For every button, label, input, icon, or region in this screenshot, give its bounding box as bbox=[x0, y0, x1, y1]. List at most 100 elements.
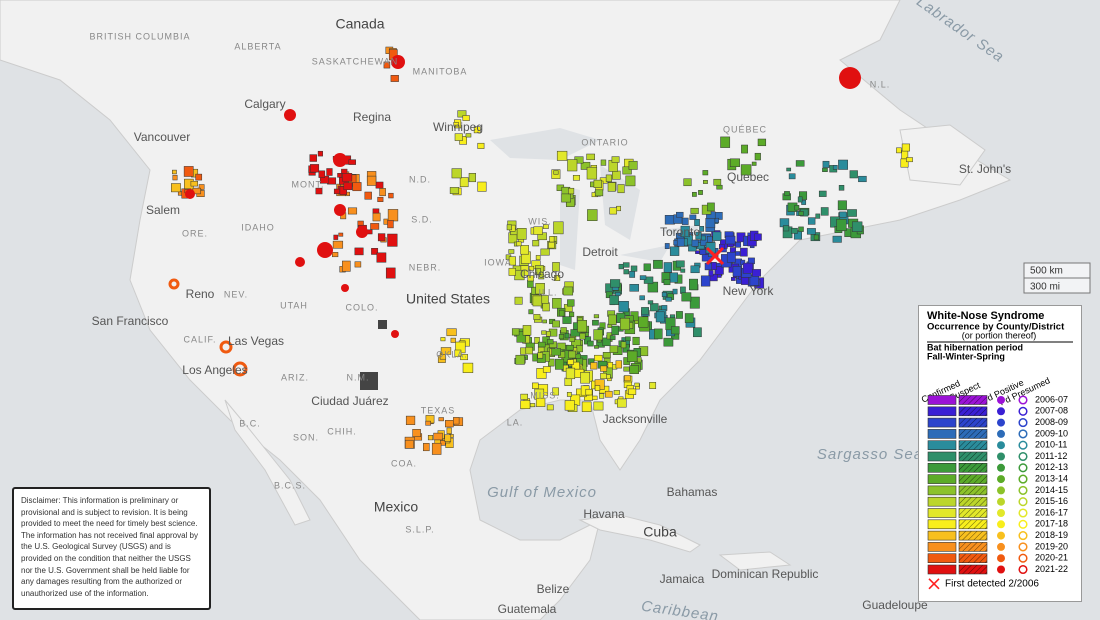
swatch-suspect-hatch bbox=[959, 418, 987, 428]
county-area bbox=[579, 332, 586, 340]
place-label: N.M. bbox=[347, 372, 370, 382]
county-area bbox=[440, 347, 452, 355]
county-area bbox=[527, 275, 534, 282]
county-area bbox=[528, 309, 534, 315]
swatch-pd-presumed bbox=[1018, 429, 1028, 439]
swatch-pd-positive bbox=[997, 441, 1005, 450]
county-area bbox=[586, 166, 598, 180]
county-area bbox=[663, 337, 674, 347]
swatch-pd-presumed bbox=[1018, 553, 1028, 563]
county-area bbox=[689, 296, 700, 309]
county-area bbox=[900, 158, 909, 168]
county-area bbox=[587, 340, 594, 347]
pd-positive bbox=[356, 226, 368, 238]
place-label: ALBERTA bbox=[234, 41, 281, 51]
county-area bbox=[783, 225, 790, 232]
county-area bbox=[683, 178, 692, 187]
county-area bbox=[713, 178, 722, 186]
county-area bbox=[630, 265, 638, 272]
county-area bbox=[849, 170, 858, 179]
county-area bbox=[712, 231, 722, 241]
county-area bbox=[639, 275, 647, 280]
county-area bbox=[732, 266, 742, 277]
county-area bbox=[628, 160, 638, 170]
place-label: Detroit bbox=[582, 245, 618, 259]
county-area bbox=[600, 372, 607, 380]
county-area bbox=[535, 255, 541, 261]
county-area bbox=[680, 225, 690, 238]
county-area bbox=[370, 223, 380, 230]
county-area bbox=[372, 212, 381, 222]
county-area bbox=[453, 122, 459, 127]
place-label: BRITISH COLUMBIA bbox=[89, 31, 190, 41]
county-area bbox=[343, 182, 353, 191]
county-area bbox=[571, 361, 580, 370]
county-area bbox=[675, 311, 683, 319]
pd-positive bbox=[341, 284, 349, 292]
county-area bbox=[653, 259, 663, 269]
legend-row-label: 2010-11 bbox=[1035, 440, 1067, 450]
swatch-suspect-hatch bbox=[959, 519, 987, 529]
swatch-confirmed bbox=[927, 496, 957, 507]
swatch-confirmed bbox=[927, 519, 957, 530]
county-area bbox=[794, 205, 800, 211]
county-area bbox=[906, 157, 913, 163]
map-labels: Canada BRITISH COLUMBIA ALBERTA SASKATCHEWA… bbox=[89, 0, 1011, 620]
county-area bbox=[611, 156, 620, 163]
county-area bbox=[567, 159, 578, 172]
county-area bbox=[425, 420, 431, 426]
pd-positive bbox=[185, 189, 195, 199]
county-area bbox=[379, 188, 386, 197]
county-area bbox=[806, 228, 816, 235]
pd-presumed bbox=[219, 340, 233, 354]
pd-positive bbox=[391, 330, 399, 338]
pd-presumed bbox=[168, 278, 180, 290]
county-area bbox=[576, 345, 583, 353]
county-area bbox=[669, 246, 680, 256]
county-area bbox=[813, 234, 819, 241]
county-area bbox=[457, 110, 467, 118]
county-area bbox=[643, 263, 651, 272]
place-label: ILL. bbox=[538, 287, 557, 297]
swatch-pd-presumed bbox=[1018, 542, 1028, 552]
county-area bbox=[562, 316, 572, 324]
place-label: IDAHO bbox=[241, 222, 275, 232]
swatch-pd-positive bbox=[997, 475, 1005, 484]
county-area bbox=[405, 415, 416, 425]
swatch-pd-positive bbox=[997, 486, 1005, 495]
county-area bbox=[552, 320, 560, 328]
place-label: Bahamas bbox=[667, 485, 718, 499]
county-area bbox=[742, 262, 754, 274]
county-area bbox=[190, 180, 198, 187]
scale-mi: 300 mi bbox=[1030, 282, 1060, 293]
county-area bbox=[564, 377, 573, 386]
county-area bbox=[580, 372, 590, 384]
county-area bbox=[837, 200, 847, 211]
county-area bbox=[536, 368, 547, 379]
county-area bbox=[654, 328, 663, 340]
swatch-confirmed bbox=[927, 440, 957, 450]
swatch-confirmed bbox=[927, 463, 957, 473]
place-label: B.C. bbox=[239, 418, 261, 428]
county-area bbox=[593, 179, 602, 188]
pd-positive bbox=[334, 204, 346, 216]
county-area bbox=[694, 219, 700, 226]
county-area bbox=[665, 297, 672, 302]
county-area bbox=[691, 239, 699, 247]
county-area bbox=[354, 247, 364, 256]
county-area bbox=[372, 208, 380, 214]
county-area bbox=[602, 352, 611, 359]
county-area bbox=[720, 136, 731, 148]
county-area bbox=[708, 270, 714, 277]
county-area bbox=[473, 126, 481, 134]
place-label: S.L.P. bbox=[405, 524, 434, 534]
place-label: Chicago bbox=[520, 267, 564, 281]
county-area bbox=[689, 214, 697, 220]
county-area bbox=[318, 170, 326, 178]
county-area bbox=[387, 233, 398, 247]
county-area bbox=[629, 284, 639, 292]
county-area bbox=[751, 161, 757, 166]
county-area bbox=[377, 196, 384, 202]
county-area bbox=[629, 271, 636, 278]
